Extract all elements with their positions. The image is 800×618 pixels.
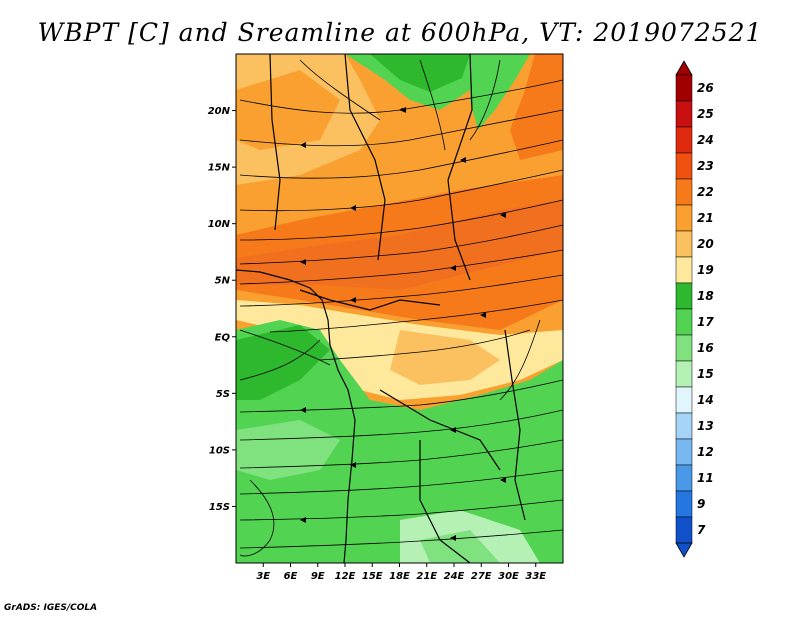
colorbar-swatch xyxy=(675,490,693,518)
lon-tick-label: 3E xyxy=(256,571,270,582)
latitude-axis: 20N 15N 10N 5N EQ 5S 10S 15S xyxy=(208,106,236,513)
lat-tick-label: EQ xyxy=(215,332,231,343)
streamlines xyxy=(239,59,563,557)
colorbar-swatch xyxy=(675,360,693,388)
lat-tick-label: 15S xyxy=(209,502,230,513)
colorbar-swatch xyxy=(675,516,693,544)
lat-tick-label: 5S xyxy=(216,389,230,400)
colorbar-bottom-arrow xyxy=(675,542,693,558)
colorbar-label: 16 xyxy=(697,341,714,355)
colorbar-swatch xyxy=(675,204,693,232)
longitude-axis: 3E 6E 9E 12E 15E 18E 21E 24E 27E 30E 33E xyxy=(256,563,546,582)
colorbar-top-arrow xyxy=(675,60,693,76)
colorbar-label: 14 xyxy=(697,393,714,407)
lon-tick-label: 24E xyxy=(444,571,465,582)
colorbar-label: 11 xyxy=(697,471,714,485)
colorbar-swatch xyxy=(675,152,693,180)
lat-tick-label: 15N xyxy=(208,163,231,174)
colorbar-label: 26 xyxy=(697,81,714,95)
colorbar-label: 20 xyxy=(697,237,714,251)
lon-tick-label: 6E xyxy=(284,571,298,582)
colorbar-swatch xyxy=(675,282,693,310)
borders xyxy=(236,54,526,563)
colorbar-label: 12 xyxy=(697,445,714,459)
colorbar-swatch xyxy=(675,386,693,414)
colorbar-label: 19 xyxy=(697,263,714,277)
colorbar-swatch xyxy=(675,412,693,440)
colorbar-swatch xyxy=(675,178,693,206)
lon-tick-label: 15E xyxy=(362,571,383,582)
lat-tick-label: 5N xyxy=(215,276,231,287)
colorbar-label: 21 xyxy=(697,211,714,225)
colorbar: 26 25 24 23 22 21 20 19 18 17 16 15 14 13 12 11 9 7 xyxy=(675,60,714,558)
colorbar-label: 22 xyxy=(697,185,714,199)
colorbar-label: 17 xyxy=(697,315,714,329)
wbpt-field-south-green xyxy=(236,320,563,563)
lon-tick-label: 30E xyxy=(498,571,519,582)
chart-title: WBPT [C] and Sreamline at 600hPa, VT: 20… xyxy=(37,18,763,47)
colorbar-label: 15 xyxy=(697,367,714,381)
map-field xyxy=(236,54,563,563)
colorbar-label: 7 xyxy=(697,523,706,537)
colorbar-label: 25 xyxy=(697,107,714,121)
colorbar-swatch xyxy=(675,334,693,362)
lon-tick-label: 21E xyxy=(416,571,437,582)
colorbar-label: 24 xyxy=(697,133,714,147)
colorbar-swatch xyxy=(675,74,693,102)
colorbar-label: 23 xyxy=(697,159,714,173)
lon-tick-label: 33E xyxy=(525,571,546,582)
lon-tick-label: 12E xyxy=(335,571,356,582)
lat-tick-label: 10S xyxy=(209,445,230,456)
colorbar-swatch xyxy=(675,126,693,154)
colorbar-label: 9 xyxy=(697,497,705,511)
colorbar-swatch xyxy=(675,308,693,336)
streamline-arrows xyxy=(300,107,506,541)
colorbar-swatch xyxy=(675,256,693,284)
footer-credit: GrADS: IGES/COLA xyxy=(4,603,98,613)
colorbar-swatch xyxy=(675,464,693,492)
colorbar-label: 13 xyxy=(697,419,714,433)
lon-tick-label: 27E xyxy=(471,571,492,582)
colorbar-swatch xyxy=(675,230,693,258)
colorbar-swatch xyxy=(675,438,693,466)
lon-tick-label: 9E xyxy=(311,571,325,582)
colorbar-label: 18 xyxy=(697,289,714,303)
lat-tick-label: 20N xyxy=(208,106,231,117)
lon-tick-label: 18E xyxy=(389,571,410,582)
colorbar-swatch xyxy=(675,100,693,128)
lat-tick-label: 10N xyxy=(208,219,231,230)
